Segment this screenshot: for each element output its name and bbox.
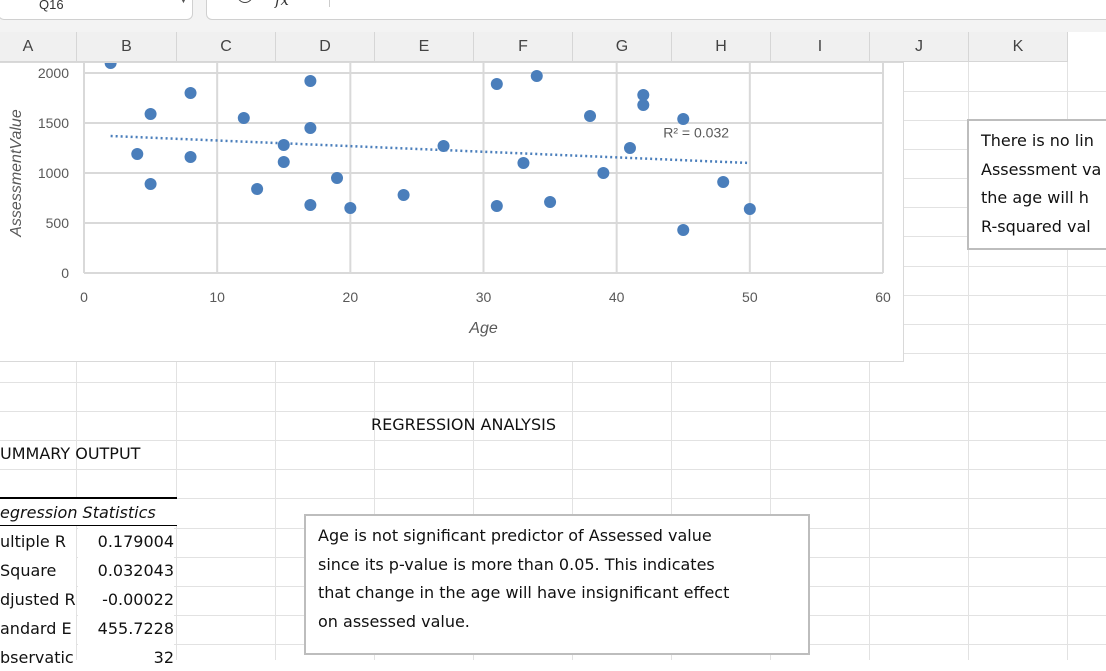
gridline — [0, 382, 1106, 383]
x-tick-label: 20 — [343, 289, 359, 305]
gridline — [968, 62, 969, 660]
x-tick-label: 30 — [476, 289, 492, 305]
gridline — [0, 440, 1106, 441]
y-tick-label: 1000 — [38, 165, 69, 181]
data-point[interactable] — [490, 200, 503, 212]
note-textbox-bottom[interactable]: Age is not significant predictor of Asse… — [304, 514, 810, 655]
stat-label[interactable]: Square — [0, 557, 76, 584]
stat-label[interactable]: ultiple R — [0, 528, 76, 555]
data-point[interactable] — [490, 78, 503, 90]
note-line: since its p-value is more than 0.05. Thi… — [318, 554, 715, 574]
formula-input[interactable]: fx — [206, 0, 1106, 20]
data-point[interactable] — [144, 108, 157, 120]
column-header-i[interactable]: I — [771, 32, 870, 62]
data-point[interactable] — [304, 75, 317, 87]
y-tick-label: 0 — [61, 265, 69, 281]
note-textbox-right[interactable]: There is no lin Assessment va the age wi… — [967, 119, 1106, 250]
data-point[interactable] — [597, 167, 610, 179]
data-points — [104, 57, 756, 236]
name-box[interactable]: Q16 ▼ — [0, 0, 193, 20]
column-header-f[interactable]: F — [474, 32, 573, 62]
x-tick-label: 10 — [209, 289, 225, 305]
regression-title: REGRESSION ANALYSIS — [371, 415, 556, 434]
column-header-j[interactable]: J — [870, 32, 969, 62]
column-header-d[interactable]: D — [276, 32, 375, 62]
name-box-value: Q16 — [39, 0, 64, 12]
data-point[interactable] — [304, 122, 317, 134]
column-header-k[interactable]: K — [969, 32, 1068, 62]
data-point[interactable] — [677, 113, 690, 125]
data-point[interactable] — [437, 140, 450, 152]
data-point[interactable] — [184, 151, 197, 163]
x-tick-label: 60 — [875, 289, 891, 305]
data-point[interactable] — [144, 178, 157, 190]
gridline — [0, 498, 1106, 499]
gridline — [0, 469, 1106, 470]
data-point[interactable] — [131, 148, 144, 160]
stat-value[interactable]: 0.032043 — [78, 557, 174, 584]
stat-label[interactable]: djusted R — [0, 586, 76, 613]
summary-title: UMMARY OUTPUT — [0, 444, 141, 463]
stat-value[interactable]: 32 — [78, 644, 174, 671]
data-point[interactable] — [544, 196, 557, 208]
column-header-e[interactable]: E — [375, 32, 474, 62]
data-point[interactable] — [331, 172, 344, 184]
note-line: There is no lin — [981, 131, 1094, 150]
data-point[interactable] — [277, 156, 290, 168]
data-point[interactable] — [344, 202, 357, 214]
column-header-h[interactable]: H — [672, 32, 771, 62]
note-line: R-squared val — [981, 216, 1091, 236]
note-line: that change in the age will have insigni… — [318, 583, 730, 602]
data-point[interactable] — [743, 203, 756, 215]
divider — [329, 0, 330, 7]
x-tick-label: 50 — [742, 289, 758, 305]
data-point[interactable] — [277, 139, 290, 151]
stat-value[interactable]: 455.7228 — [78, 615, 174, 642]
note-line: Age is not significant predictor of Asse… — [318, 526, 712, 545]
y-axis-title: AssessmentValue — [8, 109, 25, 238]
note-line: Assessment va — [981, 159, 1102, 179]
stat-label[interactable]: andard E — [0, 615, 76, 642]
gridline — [0, 411, 1106, 412]
column-header-a[interactable]: A — [0, 32, 77, 62]
data-point[interactable] — [184, 87, 197, 99]
data-point[interactable] — [623, 142, 636, 154]
data-point[interactable] — [717, 176, 730, 188]
data-point[interactable] — [237, 112, 250, 124]
search-icon[interactable] — [237, 0, 253, 3]
stat-label[interactable]: bservatic — [0, 644, 76, 671]
regression-statistics-header: egression Statistics — [0, 497, 177, 526]
x-axis-title: Age — [468, 320, 498, 337]
fx-icon[interactable]: fx — [275, 0, 290, 9]
trendline — [110, 134, 750, 165]
note-line: the age will h — [981, 188, 1089, 207]
data-point[interactable] — [677, 224, 690, 236]
stat-value[interactable]: -0.00022 — [78, 586, 174, 613]
data-point[interactable] — [397, 189, 410, 201]
y-tick-label: 500 — [46, 215, 70, 231]
column-header-b[interactable]: B — [77, 32, 177, 62]
scatter-chart[interactable]: 0 500 1000 1500 2000 0 10 20 30 40 50 60 R² = 0.032 A… — [0, 57, 904, 362]
data-point[interactable] — [530, 70, 543, 82]
chevron-down-icon[interactable]: ▼ — [179, 0, 188, 5]
formula-bar-area: Q16 ▼ fx — [0, 0, 1106, 32]
x-tick-label: 0 — [80, 289, 88, 305]
note-line: on assessed value. — [318, 611, 470, 631]
column-header-c[interactable]: C — [177, 32, 276, 62]
gridline — [1067, 62, 1068, 660]
y-tick-label: 2000 — [38, 65, 69, 81]
data-point[interactable] — [104, 57, 117, 69]
y-tick-label: 1500 — [38, 115, 69, 131]
stat-value[interactable]: 0.179004 — [78, 528, 174, 555]
r-squared-label: R² = 0.032 — [663, 125, 729, 141]
data-point[interactable] — [517, 157, 530, 169]
x-tick-label: 40 — [609, 289, 625, 305]
column-header-g[interactable]: G — [573, 32, 672, 62]
data-point[interactable] — [637, 99, 650, 111]
data-point[interactable] — [251, 183, 264, 195]
chart-svg: 0 500 1000 1500 2000 0 10 20 30 40 50 60 R² = 0.032 A… — [8, 57, 891, 337]
data-point[interactable] — [637, 89, 650, 101]
data-point[interactable] — [304, 199, 317, 211]
data-point[interactable] — [584, 110, 597, 122]
